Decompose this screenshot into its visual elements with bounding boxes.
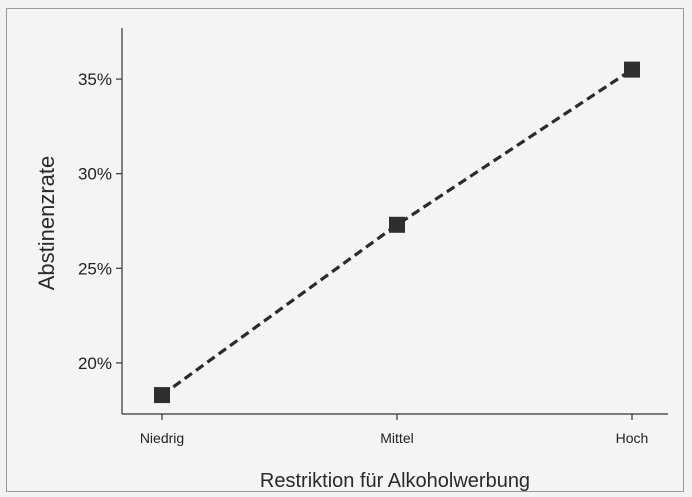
series-line: [161, 68, 633, 397]
data-point-marker: [154, 387, 170, 404]
x-tick-label: Mittel: [380, 430, 413, 446]
data-point-marker: [624, 61, 640, 78]
y-axis-title: Abstinenzrate: [34, 156, 59, 291]
y-ticks: 20% 25% 30% 35%: [78, 70, 122, 373]
series-layer: [154, 61, 640, 404]
data-point-marker: [389, 216, 405, 233]
y-tick-label: 25%: [78, 259, 112, 278]
y-tick-label: 30%: [78, 165, 112, 184]
chart-frame: [6, 8, 684, 492]
axes: [121, 28, 668, 415]
x-axis-title: Restriktion für Alkoholwerbung: [260, 470, 530, 492]
x-tick-label: Hoch: [616, 430, 649, 446]
y-tick-label: 35%: [78, 70, 112, 89]
y-tick-label: 20%: [78, 354, 112, 373]
x-tick-label: Niedrig: [140, 430, 184, 446]
x-ticks: Niedrig Mittel Hoch: [140, 414, 649, 446]
